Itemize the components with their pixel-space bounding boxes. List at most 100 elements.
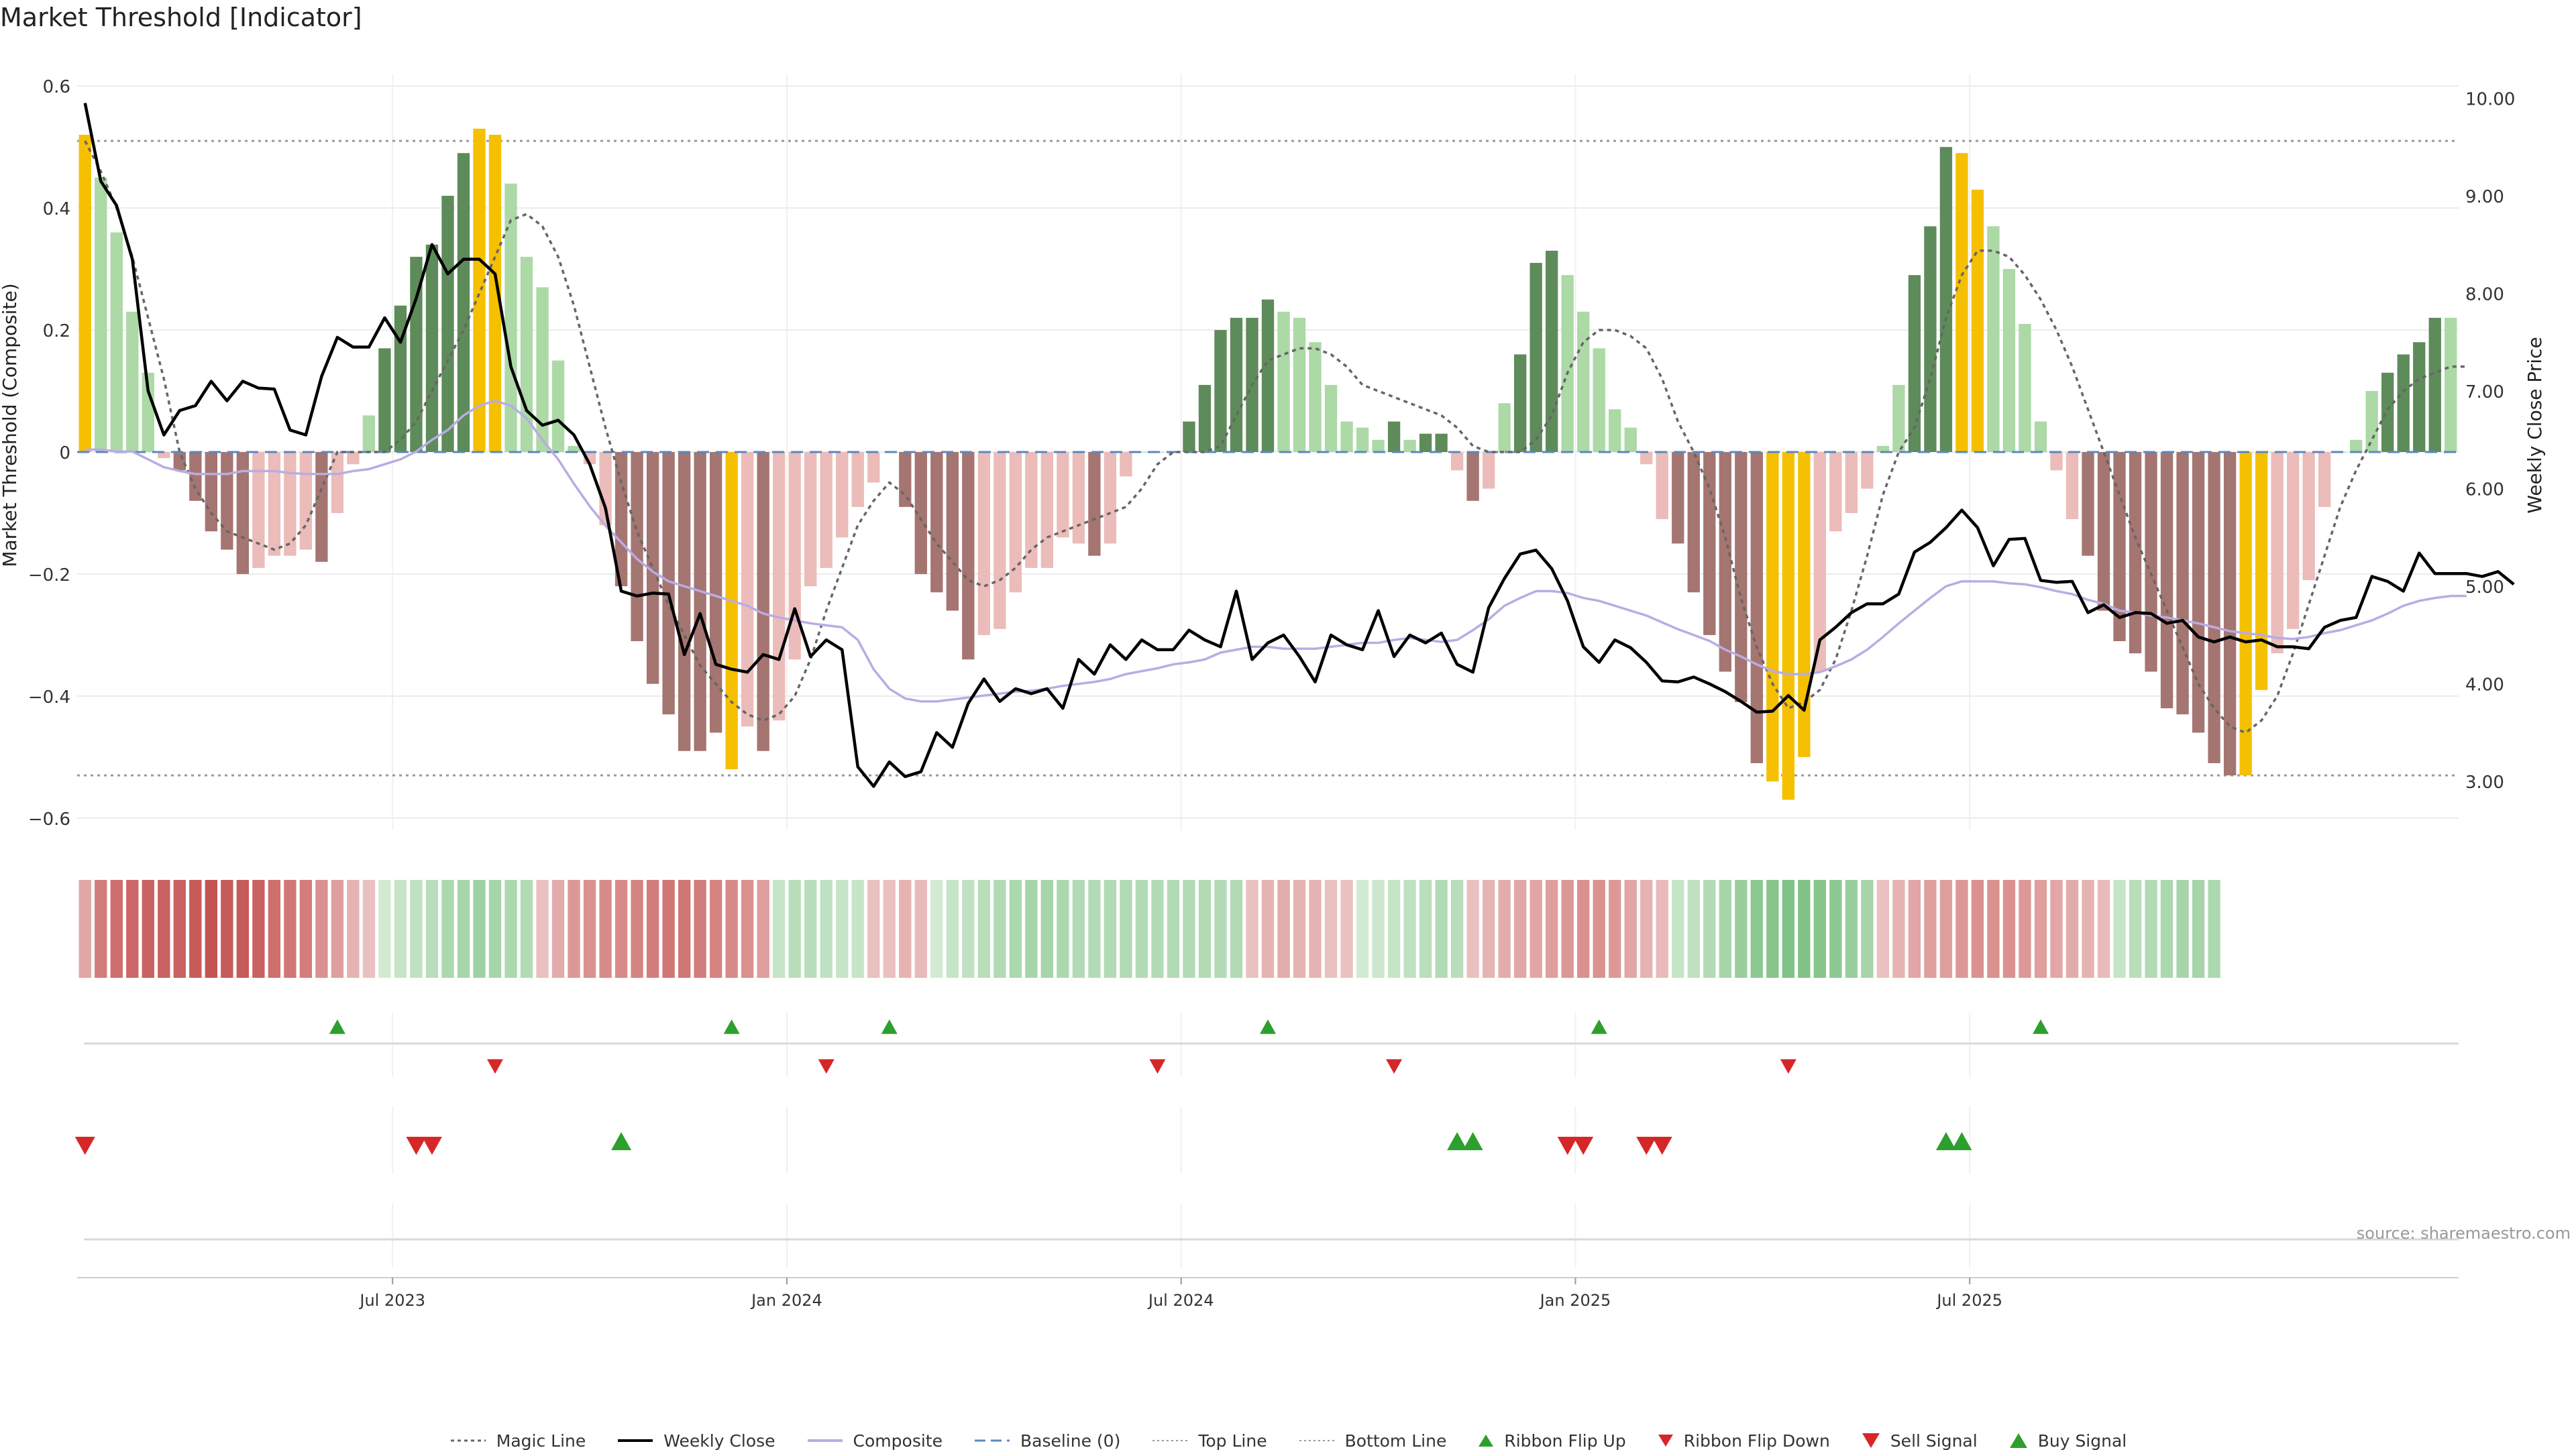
ribbon-cell xyxy=(1719,880,1731,978)
composite-bar xyxy=(1577,311,1590,452)
ribbon-cell xyxy=(1261,880,1275,978)
y-tick-label: −0.6 xyxy=(28,809,70,830)
legend-label: Weekly Close xyxy=(663,1431,775,1451)
composite-bar xyxy=(1356,427,1369,452)
ribbon-cell xyxy=(378,880,391,978)
baseline-swatch-icon xyxy=(974,1439,1010,1442)
sell-signal-marker xyxy=(1557,1137,1578,1155)
legend-label: Sell Signal xyxy=(1890,1431,1978,1451)
ribbon-cell xyxy=(946,880,959,978)
ribbon-cell xyxy=(1624,880,1637,978)
ribbon-flip-up-marker xyxy=(2032,1019,2049,1034)
composite-bar xyxy=(994,452,1006,629)
ribbon-cell xyxy=(1876,880,1890,978)
legend-item-baseline: Baseline (0) xyxy=(973,1431,1120,1451)
ribbon-cell xyxy=(1861,880,1874,978)
ribbon-cell xyxy=(347,880,360,978)
sell-signal-marker xyxy=(74,1137,95,1155)
legend-label: Buy Signal xyxy=(2037,1431,2127,1451)
composite-bar xyxy=(536,287,549,452)
y-tick-label: −0.4 xyxy=(28,687,70,708)
y2-tick-label: 8.00 xyxy=(2465,284,2504,304)
ribbon-cell xyxy=(883,880,896,978)
ribbon-flip-down-marker xyxy=(1149,1059,1166,1074)
composite-bar xyxy=(2176,452,2189,715)
composite-bar xyxy=(2381,372,2394,452)
composite-bar xyxy=(820,452,833,568)
ribbon-flip-up-marker xyxy=(329,1019,345,1034)
composite-line xyxy=(85,399,2467,703)
composite-bar xyxy=(914,452,927,574)
ribbon-cell xyxy=(2019,880,2031,978)
composite-bar xyxy=(488,134,502,452)
ribbon-cell xyxy=(1151,880,1164,978)
ribbon-cell xyxy=(899,880,912,978)
composite-bar xyxy=(1876,445,1890,452)
composite-bar xyxy=(2113,452,2126,641)
ribbon-cell xyxy=(2160,880,2174,978)
composite-bar xyxy=(694,452,706,751)
ribbon-flip-up-marker xyxy=(1591,1019,1607,1034)
composite-bar xyxy=(2050,452,2063,471)
ribbon-cell xyxy=(631,880,643,978)
sell-signal-marker xyxy=(421,1137,442,1155)
ribbon-flip-down-marker xyxy=(818,1059,835,1074)
composite-bar xyxy=(2223,452,2237,776)
ribbon-cell xyxy=(1529,880,1542,978)
ribbon-cell xyxy=(1939,880,1953,978)
ribbon-cell xyxy=(441,880,454,978)
ribbon-cell xyxy=(1356,880,1369,978)
composite-bar xyxy=(568,445,580,452)
ribbon-cell xyxy=(788,880,801,978)
composite-bar xyxy=(441,195,454,452)
composite-bar xyxy=(110,232,123,452)
ribbon-cell xyxy=(1372,880,1385,978)
composite-bar xyxy=(1703,452,1716,635)
ribbon-cell xyxy=(236,880,250,978)
composite-bar xyxy=(930,452,943,593)
ribbon-cell xyxy=(173,880,186,978)
ribbon-cell xyxy=(1561,880,1574,978)
ribbon-flip-down-marker xyxy=(1780,1059,1796,1074)
ribbon-cell xyxy=(1798,880,1811,978)
composite-bar xyxy=(1987,226,2000,452)
ribbon-cell xyxy=(520,880,533,978)
y2-tick-label: 9.00 xyxy=(2465,187,2504,207)
ribbon-cell xyxy=(1735,880,1748,978)
ribbon-cell xyxy=(994,880,1006,978)
ribbon-cell xyxy=(1104,880,1117,978)
x-tick-label: Jan 2024 xyxy=(750,1291,822,1310)
legend-label: Ribbon Flip Up xyxy=(1504,1431,1626,1451)
legend-label: Composite xyxy=(853,1431,943,1451)
composite-bar xyxy=(867,452,880,483)
ribbon-cell xyxy=(1924,880,1937,978)
composite-bar xyxy=(284,452,297,556)
composite-bar xyxy=(78,134,91,452)
ribbon-cell xyxy=(1324,880,1338,978)
y2-tick-label: 3.00 xyxy=(2465,773,2504,793)
composite-bar xyxy=(394,305,407,452)
composite-bar xyxy=(2365,391,2378,452)
composite-bar xyxy=(1088,452,1101,556)
composite-bar xyxy=(1750,452,1763,763)
ribbon-cell xyxy=(78,880,91,978)
ribbon-cell xyxy=(1640,880,1653,978)
ribbon-cell xyxy=(536,880,549,978)
composite-bar xyxy=(977,452,990,635)
ribbon-cell xyxy=(221,880,233,978)
ribbon-cell xyxy=(1088,880,1101,978)
chart-title: Market Threshold [Indicator] xyxy=(0,3,362,32)
composite-bar xyxy=(2271,452,2284,654)
ribbon-cell xyxy=(741,880,754,978)
composite-bar xyxy=(1955,153,1968,453)
composite-bars xyxy=(78,128,2457,800)
ribbon-cell xyxy=(646,880,659,978)
composite-bar xyxy=(631,452,643,641)
ribbon-cell xyxy=(1435,880,1448,978)
y2-tick-label: 7.00 xyxy=(2465,382,2504,402)
ribbon-cell xyxy=(1955,880,1968,978)
ribbon-cell xyxy=(1057,880,1069,978)
composite-bar xyxy=(1057,452,1069,538)
ribbon-cell xyxy=(962,880,975,978)
composite-bar xyxy=(1482,452,1495,489)
